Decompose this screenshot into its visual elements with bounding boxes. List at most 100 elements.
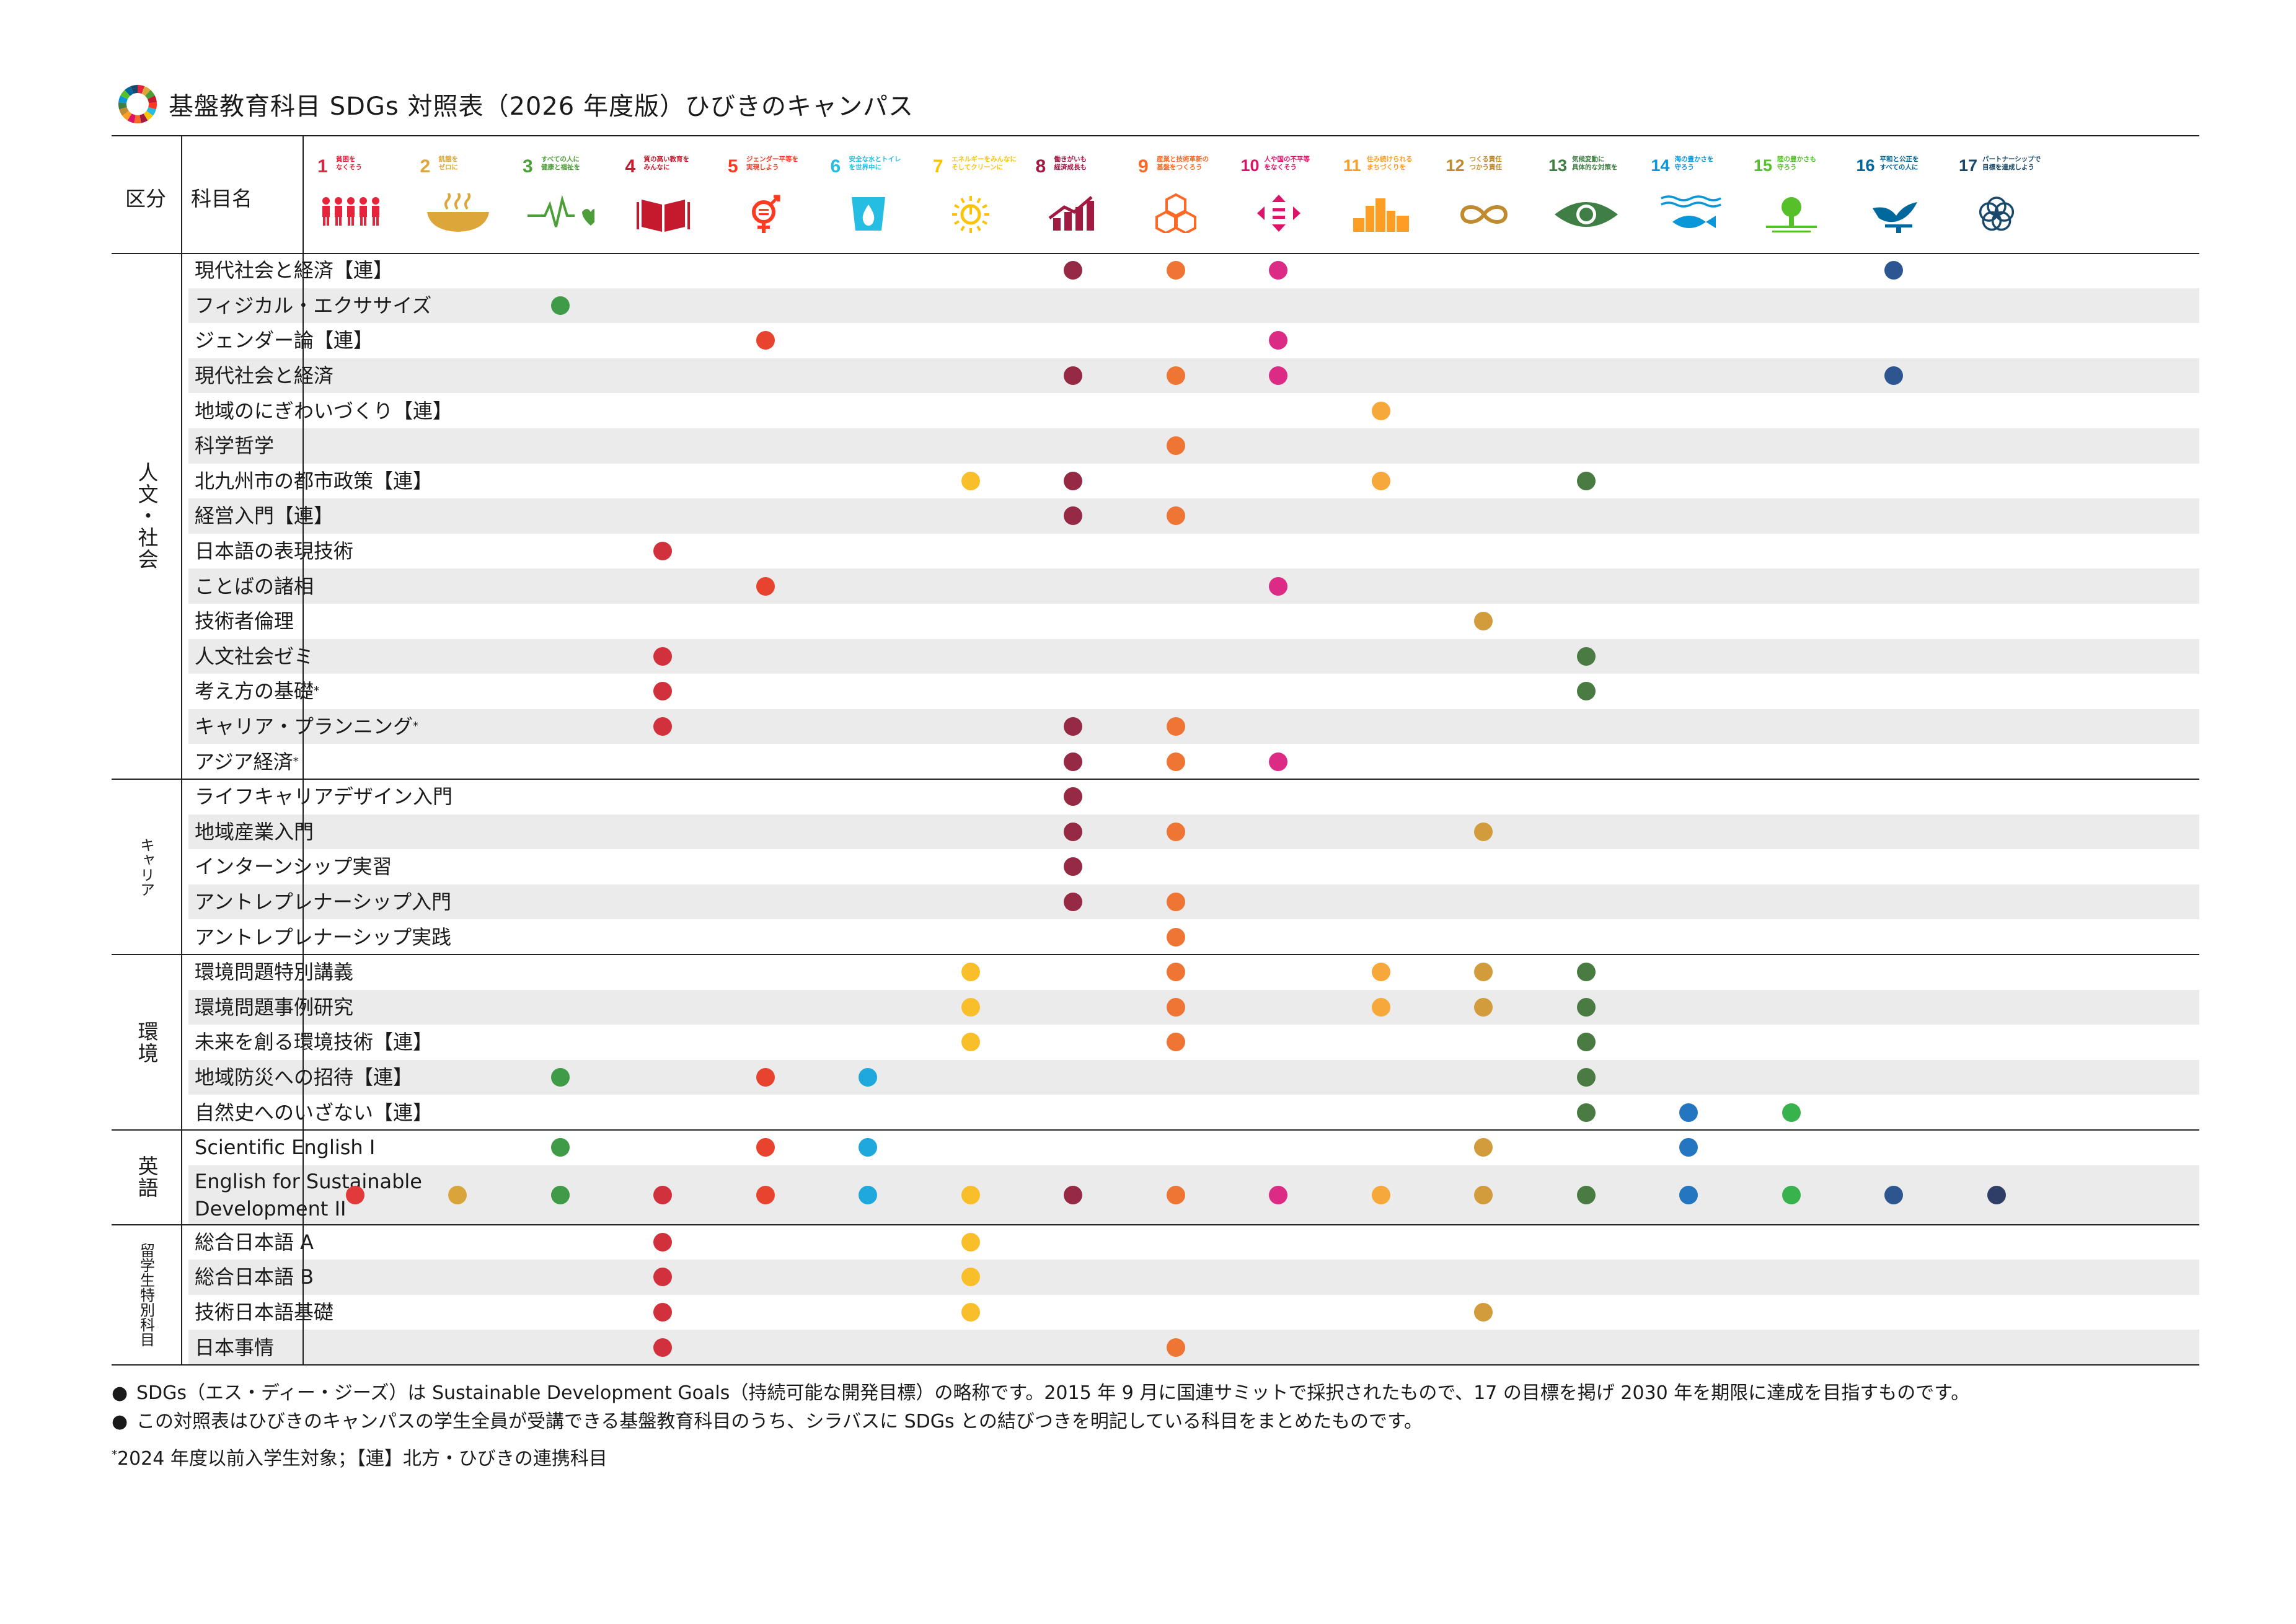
goal-number: 5	[728, 156, 738, 177]
goal-16-header: 16 平和と公正を すべての人に	[1848, 149, 1941, 248]
eye-globe-icon	[1555, 202, 1618, 227]
subject-name: 現代社会と経済【連】	[195, 258, 394, 283]
goal-8-marker	[1064, 1185, 1083, 1204]
wheel-segment	[118, 95, 128, 104]
goal-11-marker	[1371, 963, 1390, 982]
goal-9-marker	[1166, 717, 1185, 736]
table-row: 総合日本語 B	[188, 1260, 2199, 1295]
goal-label: 安全な水とトイレ を世界中に	[849, 156, 901, 171]
goal-9-marker	[1166, 893, 1185, 912]
goal-number: 7	[933, 156, 943, 177]
goal-6-marker	[859, 1185, 878, 1204]
subject-name: 経営入門【連】	[195, 504, 334, 528]
goal-3-marker	[550, 1185, 570, 1204]
book-icon	[636, 200, 690, 232]
table-row: 未来を創る環境技術【連】	[188, 1025, 2199, 1060]
goal-13-marker	[1576, 1103, 1596, 1122]
goal-label: 飢餓を ゼロに	[438, 156, 459, 171]
goal-13-marker	[1576, 647, 1596, 666]
goal-5-marker	[756, 1068, 775, 1087]
goal-6-marker	[859, 1138, 878, 1157]
goal-number: 16	[1856, 156, 1875, 175]
goal-1-header: 1 貧困を なくそう	[309, 149, 402, 248]
goal-label: ジェンダー平等を 実現しよう	[746, 156, 798, 171]
goal-8-marker	[1064, 787, 1083, 806]
goal-label: 貧困を なくそう	[336, 156, 362, 171]
goal-15-header: 15 陸の豊かさも 守ろう	[1745, 149, 1838, 248]
goal-label: 産業と技術革新の 基盤をつくろう	[1157, 156, 1209, 171]
table-header: 区分 科目名 1 貧困を なくそう 2 飢餓を ゼロに 3 すべての人に 健康と福祉を 4 質…	[112, 135, 2199, 254]
goal-7-marker	[961, 1268, 980, 1287]
goal-9-marker	[1166, 927, 1185, 947]
subject-column-line	[302, 135, 304, 1365]
goal-8-marker	[1064, 893, 1083, 912]
footnote-mark: *	[413, 720, 419, 733]
wheel-segment	[125, 86, 134, 96]
goal-9-marker	[1166, 506, 1185, 526]
goal-10-marker	[1269, 366, 1288, 386]
goal-number: 17	[1959, 156, 1978, 175]
goal-11-header: 11 住み続けられる まちづくりを	[1335, 149, 1428, 248]
bowl-icon	[426, 193, 489, 232]
wheel-segment	[141, 86, 151, 96]
goal-8-marker	[1064, 261, 1083, 280]
subject-name: ライフキャリアデザイン入門	[195, 785, 453, 809]
subject-name: 総合日本語 B	[195, 1265, 314, 1289]
goal-label: 海の豊かさを 守ろう	[1674, 156, 1714, 171]
goal-9-marker	[1166, 1185, 1185, 1204]
wheel-segment	[130, 85, 138, 94]
goal-13-marker	[1576, 1068, 1596, 1087]
infinity-icon	[1460, 205, 1508, 224]
table-row: 日本語の表現技術	[188, 534, 2199, 569]
table-row: 科学哲学	[188, 428, 2199, 464]
wheel-segment	[139, 113, 148, 123]
goal-13-marker	[1576, 963, 1596, 982]
growth-chart-icon	[1048, 196, 1094, 231]
wheel-segment	[118, 102, 127, 110]
goal-4-marker	[653, 717, 673, 736]
goal-1-marker	[345, 1185, 364, 1204]
subject-name: 自然史へのいざない【連】	[195, 1100, 433, 1124]
goal-11-marker	[1371, 401, 1390, 420]
goal-9-marker	[1166, 1338, 1185, 1357]
goal-12-header: 12 つくる責任 つかう責任	[1437, 149, 1530, 248]
category-divider	[112, 954, 2199, 955]
table-row: 現代社会と経済	[188, 358, 2199, 394]
table-row: ジェンダー論【連】	[188, 323, 2199, 358]
goal-label: 陸の豊かさも 守ろう	[1777, 156, 1816, 171]
title-bar: 基盤教育科目 SDGs 対照表（2026 年度版）ひびきのキャンパス	[118, 79, 914, 129]
city-icon	[1353, 198, 1409, 232]
goal-12-marker	[1474, 997, 1493, 1017]
tree-icon	[1766, 197, 1817, 232]
footnote: *2024 年度以前入学生対象；【連】北方・ひびきの連携科目	[112, 1448, 607, 1470]
gender-icon	[752, 195, 780, 233]
dove-icon	[1872, 202, 1917, 233]
goal-5-marker	[756, 576, 775, 596]
wheel-segment	[143, 110, 153, 121]
goal-5-header: 5 ジェンダー平等を 実現しよう	[719, 149, 812, 248]
goal-2-marker	[448, 1185, 467, 1204]
goal-17-marker	[1987, 1185, 2006, 1204]
subject-name: インターンシップ実習	[195, 855, 392, 879]
goal-12-marker	[1474, 1185, 1493, 1204]
wheel-segment	[127, 113, 136, 123]
table-row: 自然史へのいざない【連】	[188, 1095, 2199, 1130]
wheel-segment	[134, 115, 141, 123]
subject-name: 日本語の表現技術	[195, 539, 354, 563]
goal-7-marker	[961, 1303, 980, 1322]
table-row: インターンシップ実習	[188, 849, 2199, 885]
subject-name: 技術者倫理	[195, 609, 294, 633]
division-column-line	[181, 135, 182, 1365]
table-row: English for Sustainable Development II	[188, 1165, 2199, 1225]
goal-number: 13	[1548, 156, 1568, 175]
table-row: キャリア・プランニング *	[188, 708, 2199, 744]
table-row: アジア経済 *	[188, 744, 2199, 779]
goal-13-marker	[1576, 997, 1596, 1017]
goal-4-marker	[653, 647, 673, 666]
goal-14-marker	[1679, 1185, 1698, 1204]
goal-number: 11	[1343, 156, 1361, 175]
goal-14-marker	[1679, 1138, 1698, 1157]
goal-3-marker	[550, 1068, 570, 1087]
subject-header: 科目名	[191, 187, 252, 211]
goal-13-marker	[1576, 1185, 1596, 1204]
